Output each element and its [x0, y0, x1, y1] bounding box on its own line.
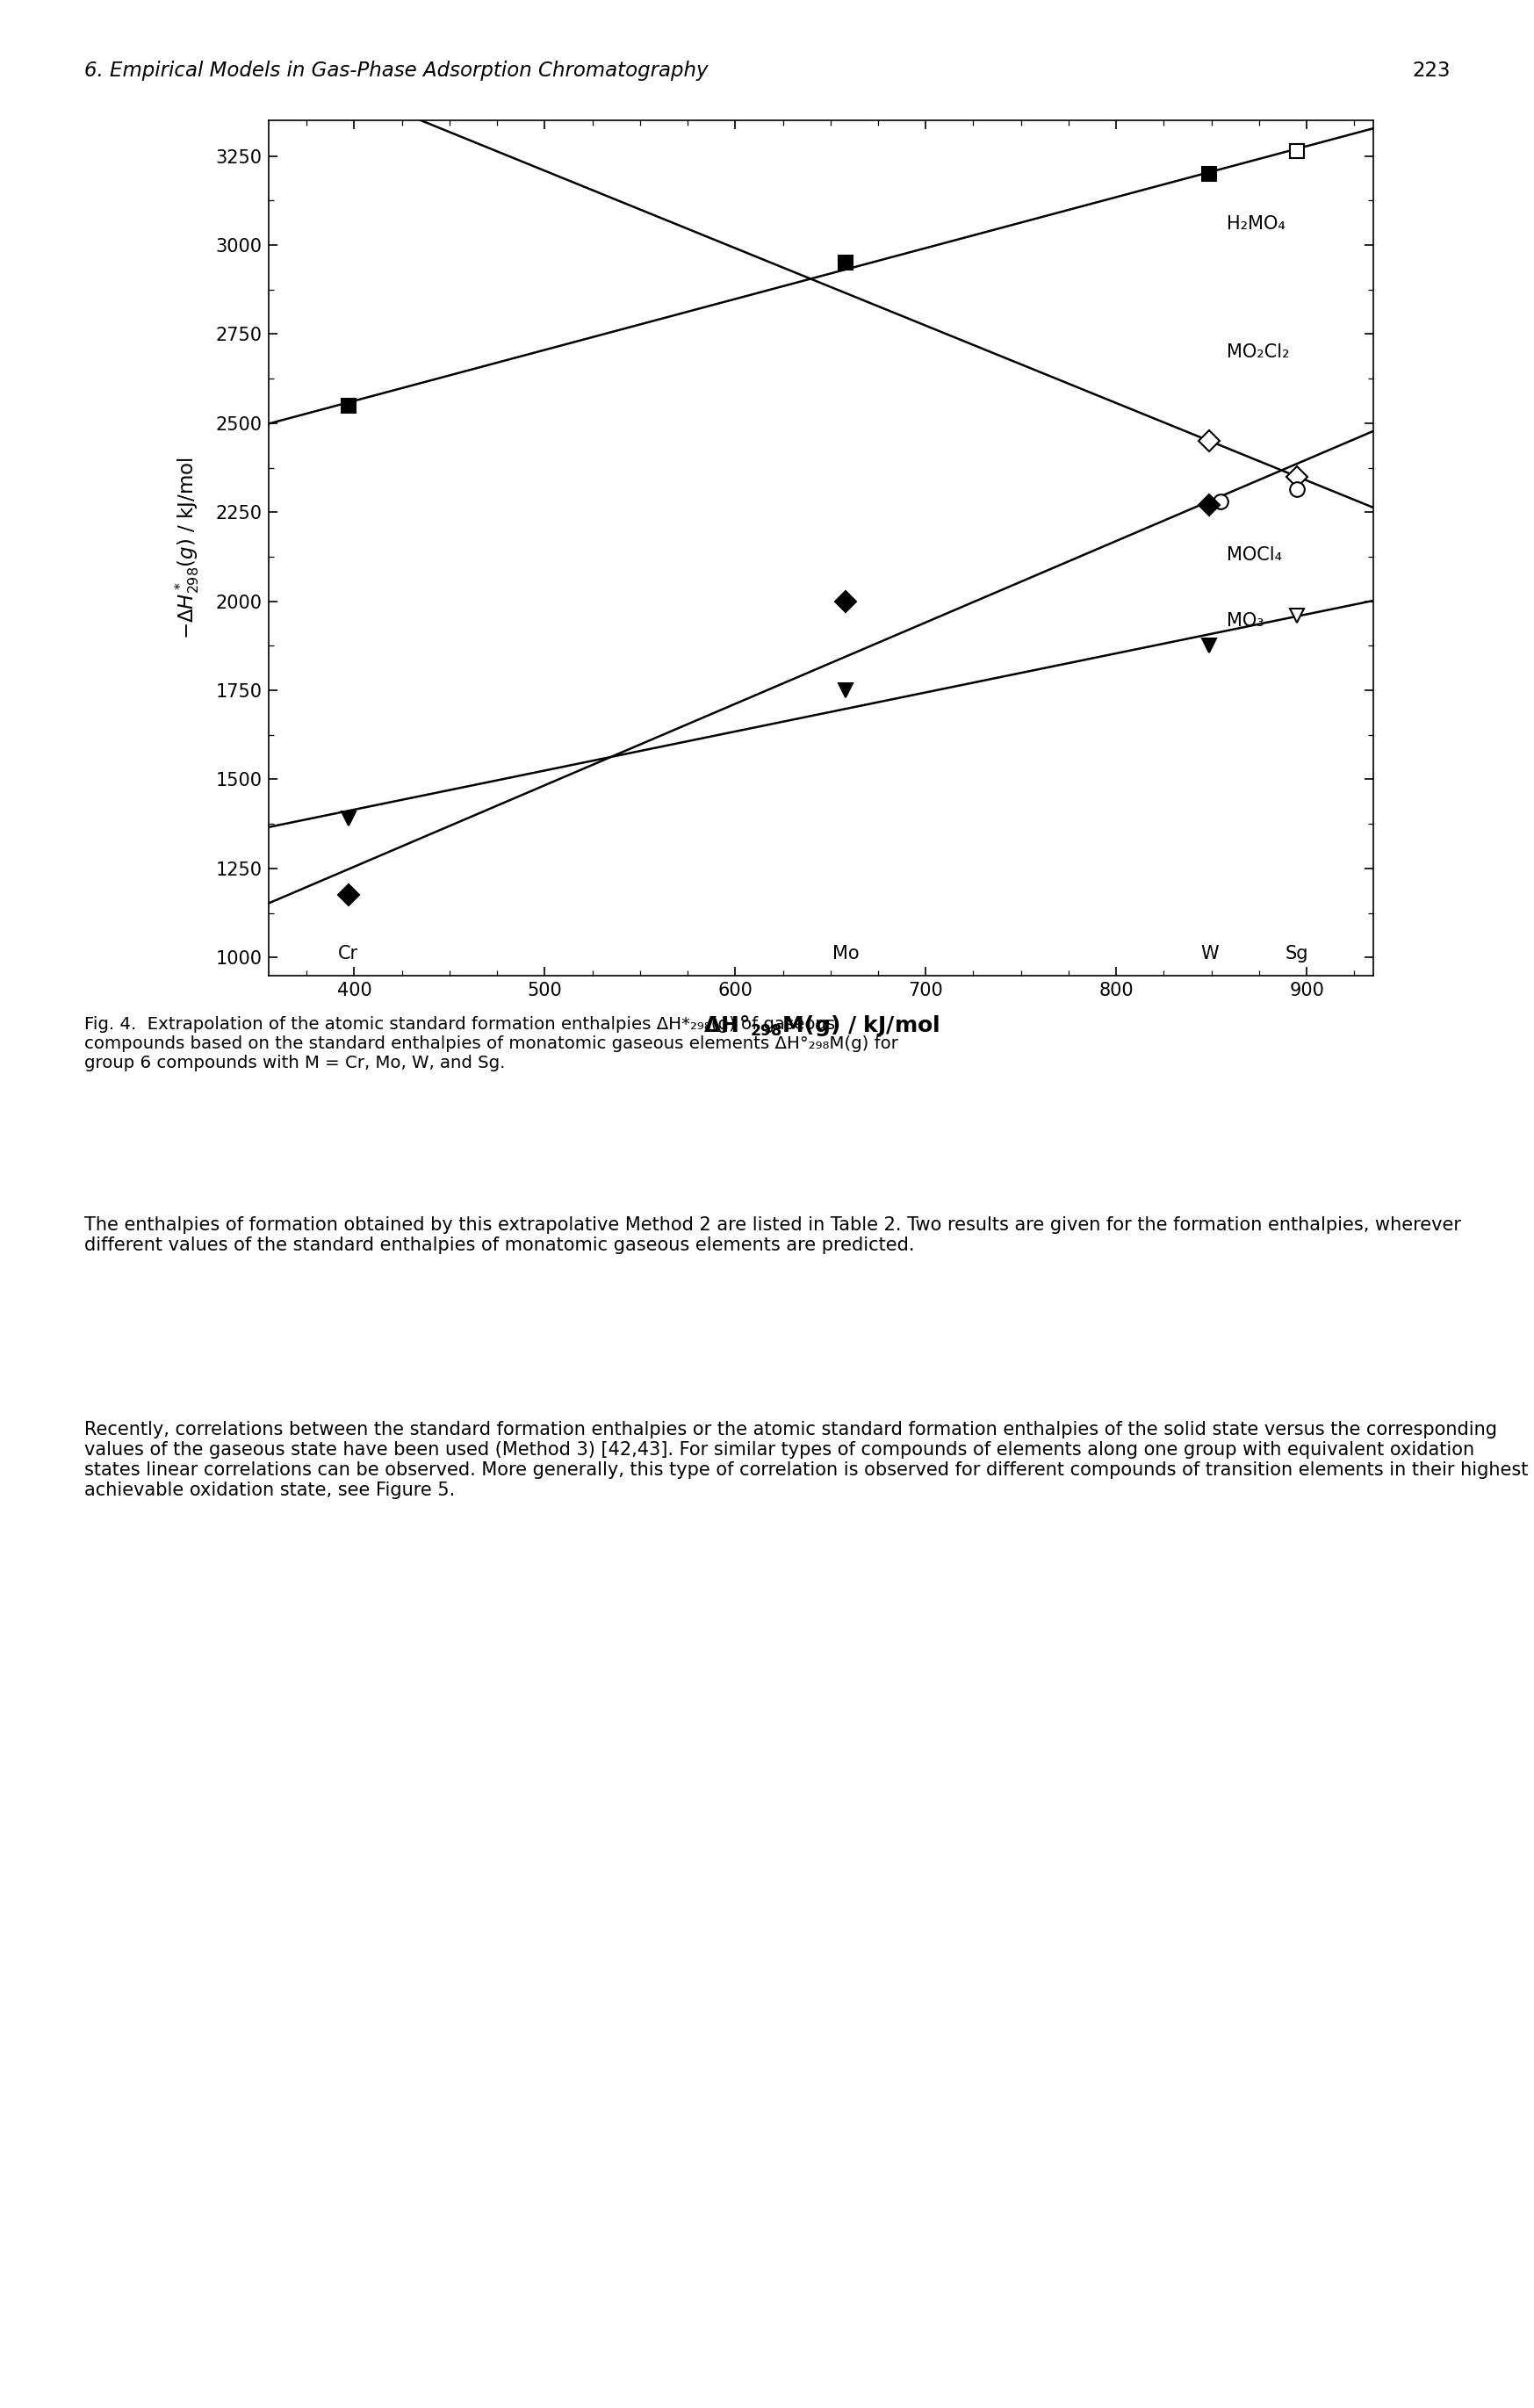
Text: MO₃: MO₃ — [1226, 612, 1264, 628]
Text: Fig. 4.  Extrapolation of the atomic standard formation enthalpies ΔH*₂₉₈(g) of : Fig. 4. Extrapolation of the atomic stan… — [84, 1016, 897, 1072]
Y-axis label: $-\Delta H^*_{298}(g)$ / kJ/mol: $-\Delta H^*_{298}(g)$ / kJ/mol — [173, 458, 201, 638]
Text: MO₂Cl₂: MO₂Cl₂ — [1226, 342, 1289, 361]
Text: The enthalpies of formation obtained by this extrapolative Method 2 are listed i: The enthalpies of formation obtained by … — [84, 1216, 1460, 1255]
Text: 6. Empirical Models in Gas-Phase Adsorption Chromatography: 6. Empirical Models in Gas-Phase Adsorpt… — [84, 60, 709, 79]
X-axis label: $\mathbf{\Delta H°_{298}M(g)}$ / kJ/mol: $\mathbf{\Delta H°_{298}M(g)}$ / kJ/mol — [703, 1014, 939, 1038]
Text: Mo: Mo — [831, 946, 859, 963]
Text: H₂MO₄: H₂MO₄ — [1226, 214, 1285, 234]
Text: Sg: Sg — [1285, 946, 1309, 963]
Text: 223: 223 — [1411, 60, 1450, 79]
Text: W: W — [1200, 946, 1218, 963]
Text: MOCl₄: MOCl₄ — [1226, 547, 1281, 563]
Text: Recently, correlations between the standard formation enthalpies or the atomic s: Recently, correlations between the stand… — [84, 1421, 1528, 1500]
Text: Cr: Cr — [339, 946, 359, 963]
